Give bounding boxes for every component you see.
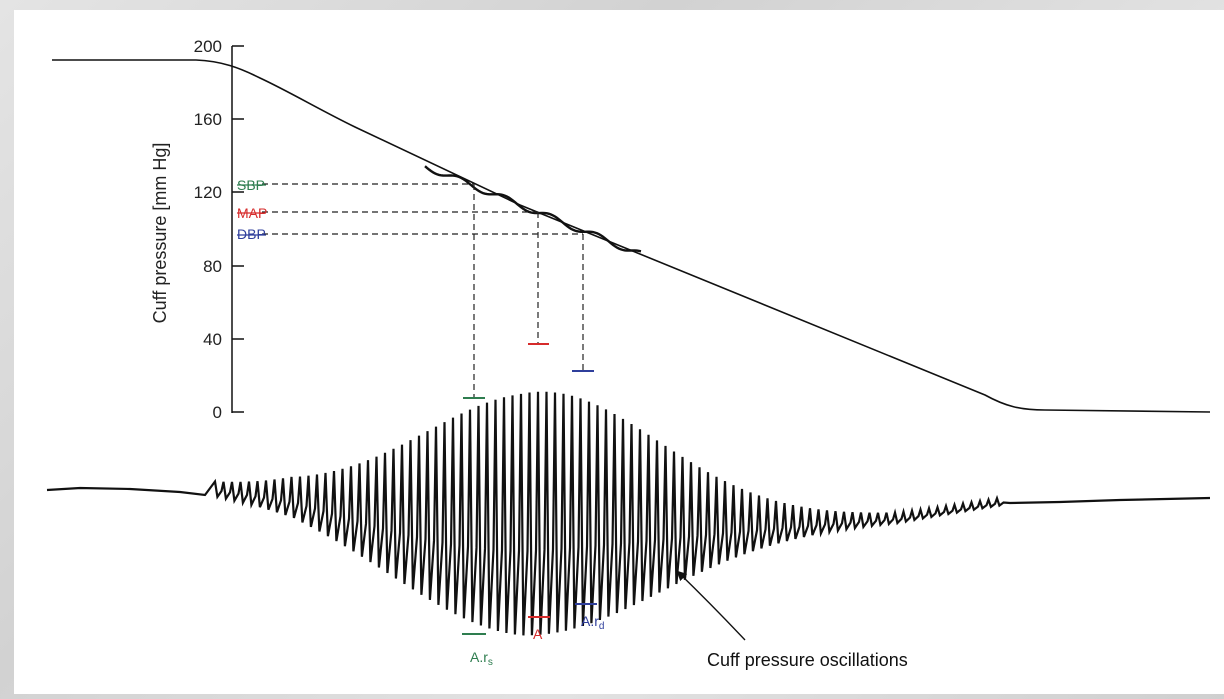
y-axis-title: Cuff pressure [mm Hg] (150, 143, 170, 324)
guide-lines (262, 183, 584, 398)
amplitude-markers: A.rs A A.rd (462, 343, 604, 668)
annotation-arrow (676, 570, 746, 641)
pressure-curve-oscillation (424, 165, 642, 253)
y-tick-label: 160 (194, 110, 222, 129)
cuff-pressure-curve (52, 59, 1211, 413)
y-tick-label: 40 (203, 330, 222, 349)
dbp-label: DBP (237, 226, 266, 242)
a-label: A (533, 626, 543, 642)
y-tick-label: 0 (213, 403, 222, 422)
annotation-caption: Cuff pressure oscillations (707, 650, 908, 670)
figure-panel: 200 160 120 80 40 0 Cuff pressure [mm Hg… (14, 10, 1224, 694)
y-tick-label: 80 (203, 257, 222, 276)
y-tick-label: 120 (194, 183, 222, 202)
y-tick-label: 200 (194, 37, 222, 56)
ars-label: A.rs (470, 649, 493, 668)
ard-label: A.rd (581, 613, 604, 632)
pressure-markers: SBP MAP DBP (237, 177, 267, 242)
cuff-pressure-oscillation-trace (46, 391, 1211, 636)
y-axis: 200 160 120 80 40 0 Cuff pressure [mm Hg… (150, 37, 244, 422)
oscillometric-diagram: 200 160 120 80 40 0 Cuff pressure [mm Hg… (46, 37, 1211, 670)
